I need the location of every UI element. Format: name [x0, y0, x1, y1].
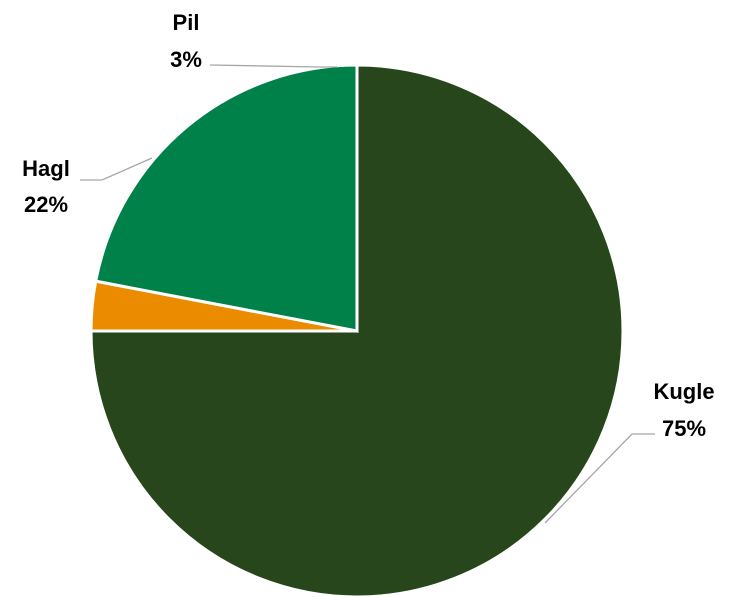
- pie-slice-hagl: [93, 63, 359, 333]
- slice-value-pil: 3%: [170, 47, 202, 72]
- slice-label-pil: Pil: [173, 10, 200, 35]
- leader-lines: [80, 64, 655, 524]
- leader-line-pil: [209, 64, 337, 68]
- slice-label-kugle: Kugle: [653, 379, 714, 404]
- slice-value-hagl: 22%: [24, 192, 68, 217]
- slice-value-kugle: 75%: [662, 416, 706, 441]
- pie-slices: [89, 63, 625, 597]
- leader-line-hagl: [80, 157, 153, 181]
- data-labels: Kugle 75% Pil 3% Hagl 22%: [22, 10, 714, 441]
- leader-line-kugle: [544, 433, 655, 524]
- slice-label-hagl: Hagl: [22, 156, 70, 181]
